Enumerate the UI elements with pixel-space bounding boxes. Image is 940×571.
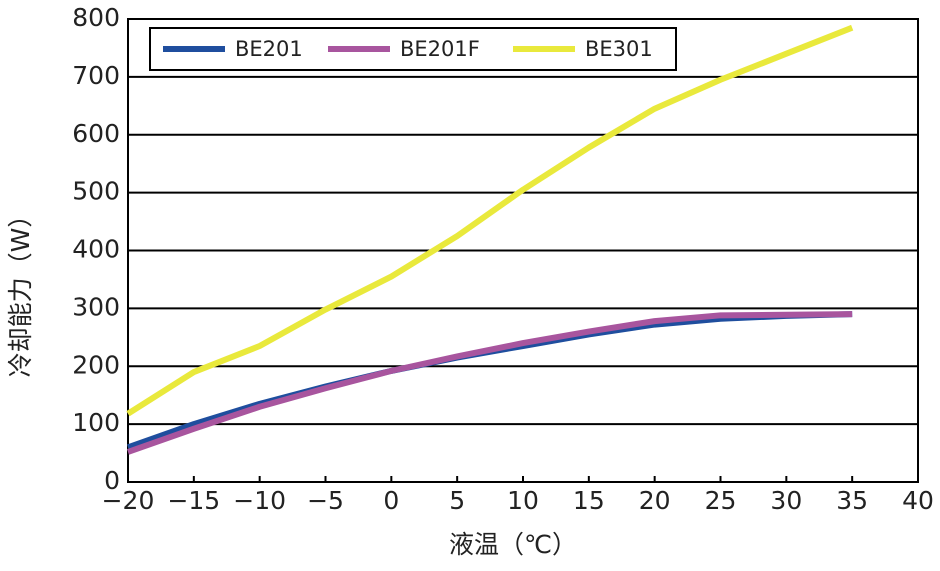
- x-tick-label: −20: [102, 486, 155, 515]
- x-tick-label: 0: [383, 486, 399, 515]
- x-tick-label: 40: [902, 486, 934, 515]
- series-line: [127, 311, 853, 451]
- x-tick-label: −5: [307, 486, 344, 515]
- x-tick-label: 10: [507, 486, 539, 515]
- series-line: [126, 24, 854, 417]
- x-tick-label: −10: [233, 486, 286, 515]
- series-line: [127, 311, 853, 455]
- y-tick-label: 700: [72, 61, 120, 90]
- y-tick-label: 800: [72, 3, 120, 32]
- legend-label: BE201F: [400, 37, 480, 61]
- x-tick-label: 35: [836, 486, 868, 515]
- y-tick-label: 0: [104, 466, 120, 495]
- legend-label: BE301: [585, 37, 653, 61]
- x-tick-label: 15: [573, 486, 605, 515]
- y-tick-label: 600: [72, 119, 120, 148]
- x-tick-label: 20: [639, 486, 671, 515]
- plot-frame: [127, 18, 919, 483]
- x-tick-label: 25: [705, 486, 737, 515]
- y-tick-label: 300: [72, 292, 120, 321]
- y-tick-label: 200: [72, 350, 120, 379]
- y-tick-label: 400: [72, 235, 120, 264]
- x-axis-label: 液温（℃）: [449, 530, 577, 559]
- y-tick-label: 100: [72, 408, 120, 437]
- x-tick-label: −15: [167, 486, 220, 515]
- x-tick-label: 30: [770, 486, 802, 515]
- legend-label: BE201: [235, 37, 303, 61]
- legend-box: [149, 27, 677, 71]
- y-axis-label: 冷却能力（W）: [6, 203, 35, 378]
- x-tick-label: 5: [449, 486, 465, 515]
- y-tick-label: 500: [72, 177, 120, 206]
